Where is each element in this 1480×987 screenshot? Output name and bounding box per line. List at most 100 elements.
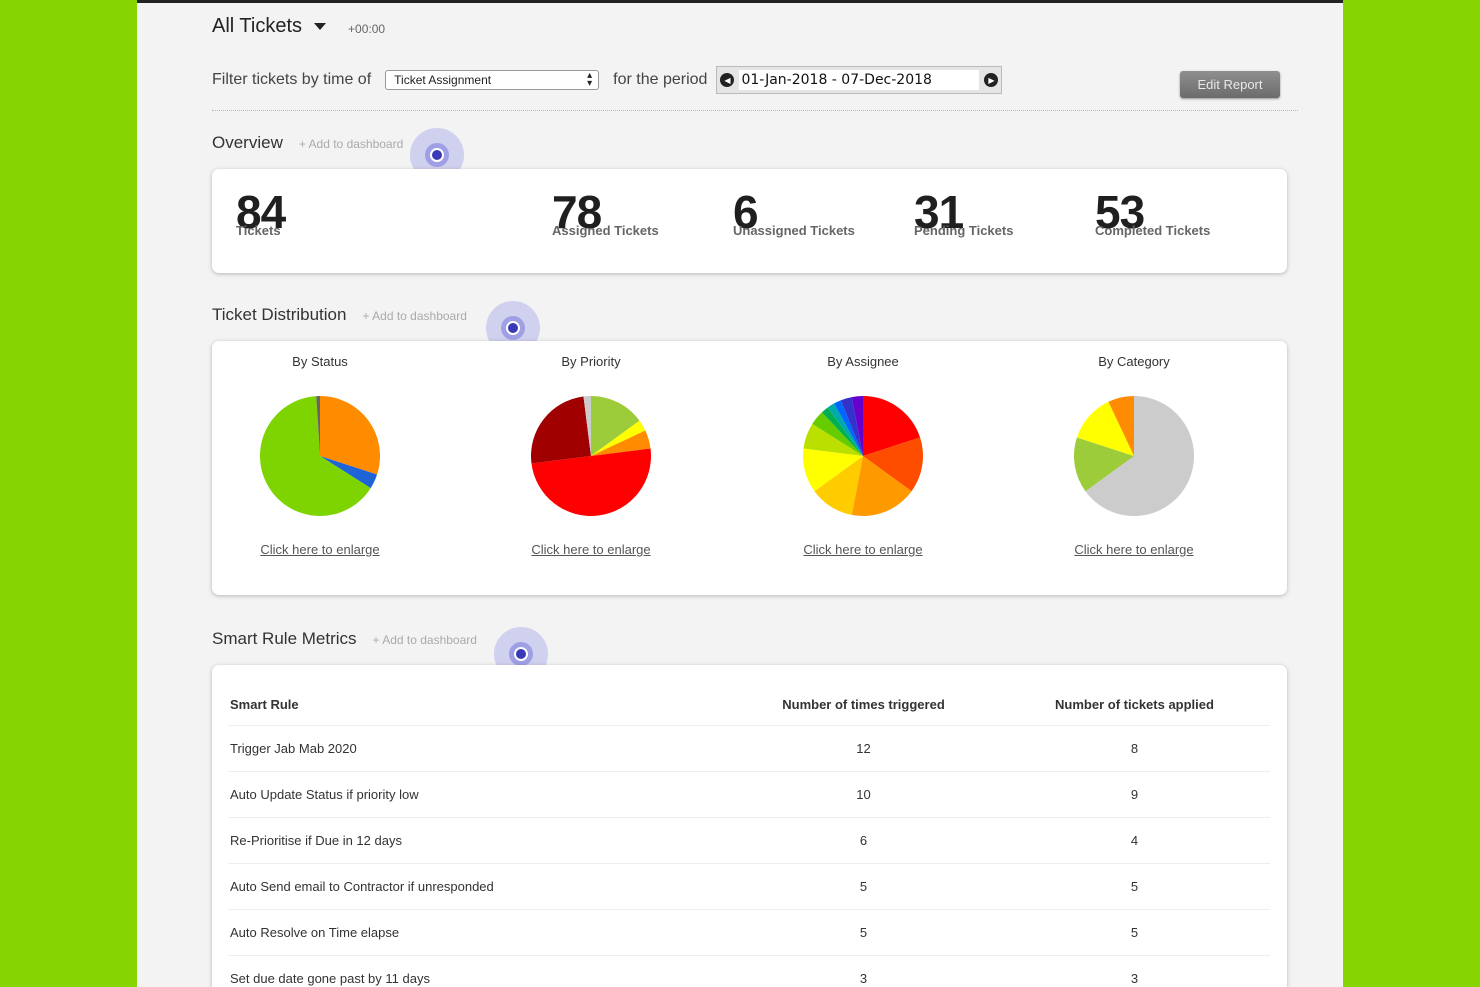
pie-slice[interactable] xyxy=(583,396,591,456)
pie-slice[interactable] xyxy=(821,407,863,456)
priority-pie-chart[interactable] xyxy=(530,395,652,517)
stat-completed: 53 Completed Tickets xyxy=(1095,189,1210,238)
chart-title: By Priority xyxy=(561,354,621,369)
tickets-applied: 9 xyxy=(999,771,1270,818)
pie-slice[interactable] xyxy=(803,448,863,492)
chart-title: By Status xyxy=(292,354,348,369)
times-triggered: 6 xyxy=(728,817,999,864)
chart-by-priority: By Priority Click here to enlarge xyxy=(491,341,691,559)
overview-header: Overview + Add to dashboard xyxy=(212,133,403,153)
page-title: All Tickets xyxy=(212,15,303,37)
pie-slice[interactable] xyxy=(803,423,863,456)
smart-rules-title: Smart Rule Metrics xyxy=(212,629,357,648)
date-range-picker: ◀ 01-Jan-2018 - 07-Dec-2018 ▶ xyxy=(716,66,1003,94)
table-row: Auto Resolve on Time elapse 5 5 xyxy=(228,909,1270,956)
pie-slice[interactable] xyxy=(851,396,863,456)
edit-report-button[interactable]: Edit Report xyxy=(1180,71,1280,98)
title-row: All Tickets +00:00 xyxy=(212,15,385,38)
previous-period-icon[interactable]: ◀ xyxy=(720,73,735,87)
filter-label: Filter tickets by time of xyxy=(212,71,372,88)
pie-slice[interactable] xyxy=(827,403,863,456)
stat-label: Completed Tickets xyxy=(1095,223,1211,238)
smart-rules-header: Smart Rule Metrics + Add to dashboard xyxy=(212,629,477,649)
category-pie-chart[interactable] xyxy=(1073,395,1195,517)
stat-value: 84 xyxy=(236,186,286,238)
stat-label: Pending Tickets xyxy=(914,223,1014,238)
tickets-applied: 3 xyxy=(999,955,1270,987)
stat-assigned: 78 Assigned Tickets xyxy=(552,189,659,238)
pie-slice[interactable] xyxy=(851,456,912,516)
distribution-add-to-dashboard-link[interactable]: + Add to dashboard xyxy=(362,309,467,323)
pie-slice[interactable] xyxy=(812,412,863,456)
report-page: All Tickets +00:00 Filter tickets by tim… xyxy=(137,0,1343,987)
pie-slice[interactable] xyxy=(320,456,378,489)
pie-slice[interactable] xyxy=(840,397,863,456)
table-row: Auto Update Status if priority low 10 9 xyxy=(228,771,1270,818)
stat-pending: 31 Pending Tickets xyxy=(914,189,1013,238)
tickets-applied: 5 xyxy=(999,863,1270,910)
stat-value: 78 xyxy=(552,186,602,238)
rule-name: Trigger Jab Mab 2020 xyxy=(228,725,728,772)
times-triggered: 10 xyxy=(728,771,999,818)
pie-slice[interactable] xyxy=(591,430,651,456)
rule-name: Re-Prioritise if Due in 12 days xyxy=(228,817,728,864)
time-type-select[interactable]: Ticket Assignment ▴ ▾ xyxy=(385,70,600,90)
pie-slice[interactable] xyxy=(1076,401,1134,456)
pie-slice[interactable] xyxy=(1074,437,1134,492)
status-pie-chart[interactable] xyxy=(259,395,381,517)
enlarge-status-link[interactable]: Click here to enlarge xyxy=(260,542,380,557)
stat-label: Unassigned Tickets xyxy=(733,223,855,238)
smart-rules-table: Smart Rule Number of times triggered Num… xyxy=(228,683,1270,987)
caret-down-icon[interactable] xyxy=(314,23,327,30)
pie-slice[interactable] xyxy=(320,396,380,475)
column-header: Number of tickets applied xyxy=(999,683,1270,726)
chart-by-status: By Status Click here to enlarge xyxy=(220,341,420,559)
pie-slice[interactable] xyxy=(260,396,371,516)
overview-card: 84 Tickets 78 Assigned Tickets 6 Unassig… xyxy=(212,169,1287,273)
filter-row: Filter tickets by time of Ticket Assignm… xyxy=(212,66,1003,94)
next-period-icon[interactable]: ▶ xyxy=(984,73,999,87)
stat-value: 31 xyxy=(914,186,964,238)
pie-slice[interactable] xyxy=(591,396,640,456)
stat-tickets: 84 Tickets xyxy=(236,186,286,238)
enlarge-category-link[interactable]: Click here to enlarge xyxy=(1074,542,1194,557)
pie-slice[interactable] xyxy=(863,396,921,456)
stat-unassigned: 6 Unassigned Tickets xyxy=(733,189,855,238)
smart-rules-add-to-dashboard-link[interactable]: + Add to dashboard xyxy=(372,633,477,647)
time-type-select-value: Ticket Assignment xyxy=(394,73,492,87)
enlarge-assignee-link[interactable]: Click here to enlarge xyxy=(803,542,923,557)
stat-value: 53 xyxy=(1095,186,1145,238)
overview-add-to-dashboard-link[interactable]: + Add to dashboard xyxy=(298,137,404,151)
pie-slice[interactable] xyxy=(814,456,863,515)
pie-slice[interactable] xyxy=(1085,396,1194,516)
pie-slice[interactable] xyxy=(863,437,923,492)
date-range-input[interactable]: 01-Jan-2018 - 07-Dec-2018 xyxy=(739,70,980,90)
smart-rules-card: Smart Rule Number of times triggered Num… xyxy=(212,665,1287,987)
stat-label: Assigned Tickets xyxy=(552,223,659,238)
timezone-offset: +00:00 xyxy=(348,21,386,36)
distribution-header: Ticket Distribution + Add to dashboard xyxy=(212,305,467,325)
rule-name: Auto Update Status if priority low xyxy=(228,771,728,818)
pie-slice[interactable] xyxy=(531,396,591,464)
stat-value: 6 xyxy=(733,186,759,238)
rule-name: Set due date gone past by 11 days xyxy=(228,955,728,987)
assignee-pie-chart[interactable] xyxy=(802,395,924,517)
chart-title: By Assignee xyxy=(827,354,899,369)
tickets-applied: 5 xyxy=(999,909,1270,956)
column-header: Number of times triggered xyxy=(728,683,999,726)
column-header: Smart Rule xyxy=(228,683,728,726)
pie-slice[interactable] xyxy=(834,400,863,456)
distribution-card: By Status Click here to enlarge By Prior… xyxy=(212,341,1287,595)
pie-slice[interactable] xyxy=(531,448,651,516)
stat-label: Tickets xyxy=(236,223,281,238)
pie-slice[interactable] xyxy=(316,396,320,456)
times-triggered: 5 xyxy=(728,909,999,956)
pie-slice[interactable] xyxy=(1108,396,1134,456)
pie-slice[interactable] xyxy=(591,420,646,456)
table-row: Trigger Jab Mab 2020 12 8 xyxy=(228,725,1270,772)
times-triggered: 12 xyxy=(728,725,999,772)
rule-name: Auto Send email to Contractor if unrespo… xyxy=(228,863,728,910)
table-header-row: Smart Rule Number of times triggered Num… xyxy=(228,683,1270,726)
table-row: Auto Send email to Contractor if unrespo… xyxy=(228,863,1270,910)
enlarge-priority-link[interactable]: Click here to enlarge xyxy=(531,542,651,557)
